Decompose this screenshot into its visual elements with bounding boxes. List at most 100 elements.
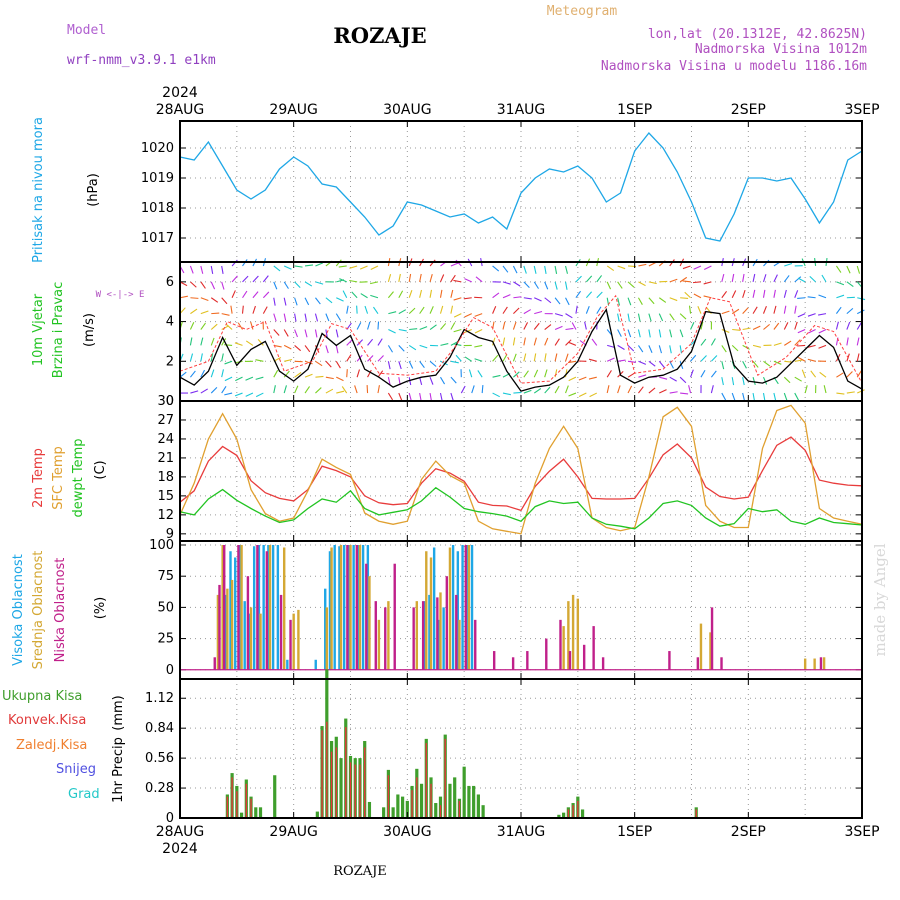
wind-arrow [492, 265, 500, 272]
precip-bar [359, 764, 361, 818]
wind-arrow [836, 281, 845, 286]
cloud-bar [365, 563, 368, 670]
cloud-bar [822, 657, 826, 670]
wind-arrow [523, 353, 527, 362]
wind-arrow [325, 297, 333, 304]
cloud-bar [357, 545, 360, 670]
wind-arrow [513, 307, 520, 315]
cloud-bar [262, 545, 265, 670]
cloud-bar [265, 551, 269, 670]
wind-arrow [544, 324, 552, 330]
wind-arrow [359, 265, 368, 270]
wind-arrow [464, 356, 473, 362]
wind-arrow [721, 273, 725, 282]
wind-arrow [387, 291, 394, 299]
wind-arrow [440, 343, 449, 346]
wind-arrow [450, 322, 456, 330]
precip-bar [396, 794, 400, 818]
wind-arrow [648, 313, 652, 322]
wind-arrow [231, 290, 236, 298]
wind-arrow [669, 376, 677, 382]
cloud-bar [347, 545, 351, 670]
precip-bar [434, 803, 438, 818]
cloud-bar [234, 557, 237, 670]
cloud-bar [352, 545, 355, 670]
precip-legend-hail: Grad [68, 787, 100, 802]
wind-arrow [783, 322, 789, 330]
precip-bar [354, 764, 356, 818]
cloud-bar [437, 619, 441, 670]
wind-arrow [627, 297, 632, 306]
wind-arrow [807, 313, 816, 317]
chart-title: ROZAJE [333, 23, 426, 48]
wind-arrow [304, 329, 308, 338]
wind-arrow [273, 385, 276, 394]
cloud-bar [346, 545, 349, 670]
cloud-series-high_cloud [224, 545, 474, 670]
wind-arrow [273, 265, 281, 272]
wind-arrow [450, 392, 454, 401]
precip-ytick-label: 0.56 [145, 751, 174, 766]
wind-arrow [648, 345, 653, 353]
cloud-bar [464, 545, 467, 670]
cloud-bar [456, 551, 460, 670]
cloud-bar [393, 563, 396, 670]
temperature-ytick-label: 21 [157, 451, 174, 466]
wind-arrow [807, 296, 816, 299]
cloud-bar [720, 657, 723, 670]
wind-arrow [773, 305, 777, 314]
wind-arrow [252, 275, 259, 283]
wind-arrow [856, 370, 862, 378]
wind-arrow [373, 306, 379, 314]
wind-arrow [492, 354, 499, 362]
wind-arrow [679, 276, 688, 283]
wind-arrow [294, 385, 299, 394]
wind-arrow [846, 265, 851, 274]
temperature-yticks: 9 12 15 18 21 24 27 30 [157, 394, 862, 542]
wind-arrow [731, 345, 739, 352]
wind-arrow [200, 388, 208, 394]
wind-arrow [283, 297, 287, 306]
wind-arrow [680, 392, 689, 395]
wind-arrow [200, 353, 203, 362]
wind-arrow [492, 292, 500, 299]
wind-arrow [797, 277, 806, 283]
wind-arrow [200, 265, 204, 274]
wind-arrow [325, 345, 329, 354]
wind-arrow [492, 306, 497, 314]
precip-ytick-label: 1.12 [145, 691, 174, 706]
temperature-panel: 9 12 15 18 21 24 27 30 [157, 394, 863, 542]
cloud-bar [467, 545, 471, 670]
wind-arrow [294, 329, 298, 338]
wind-arrow [567, 360, 577, 364]
wind-arrow [571, 322, 577, 330]
wind-arrow [210, 337, 215, 346]
wind-arrow [554, 265, 558, 274]
wind-arrow [688, 305, 692, 314]
cloud-bar [442, 607, 445, 670]
wind-arrow [690, 354, 697, 362]
wind-arrow [234, 342, 243, 346]
precip-bar [391, 807, 395, 818]
wind-arrow [335, 345, 339, 354]
wind-arrow [679, 361, 684, 370]
precip-bar [458, 800, 461, 818]
wind-arrow [783, 392, 788, 401]
wind-arrow [179, 295, 188, 299]
precip-bar [367, 801, 372, 818]
cloud-bar [492, 651, 496, 670]
wind-arrow [857, 389, 865, 394]
precip-bar [567, 809, 570, 818]
wind-arrow [804, 385, 808, 394]
wind-arrow [823, 385, 827, 394]
wind-arrow [492, 392, 500, 398]
wind-arrow [797, 297, 806, 300]
wind-arrow [474, 313, 483, 317]
wind-arrow [533, 322, 540, 330]
wind-arrow [502, 392, 511, 396]
wind-arrow [398, 273, 401, 282]
wind-arrow [585, 305, 590, 314]
wind-arrow [294, 372, 302, 378]
wind-arrow [512, 353, 517, 362]
model-elevation-text: Nadmorska Visina u modelu 1186.16m [601, 59, 867, 74]
